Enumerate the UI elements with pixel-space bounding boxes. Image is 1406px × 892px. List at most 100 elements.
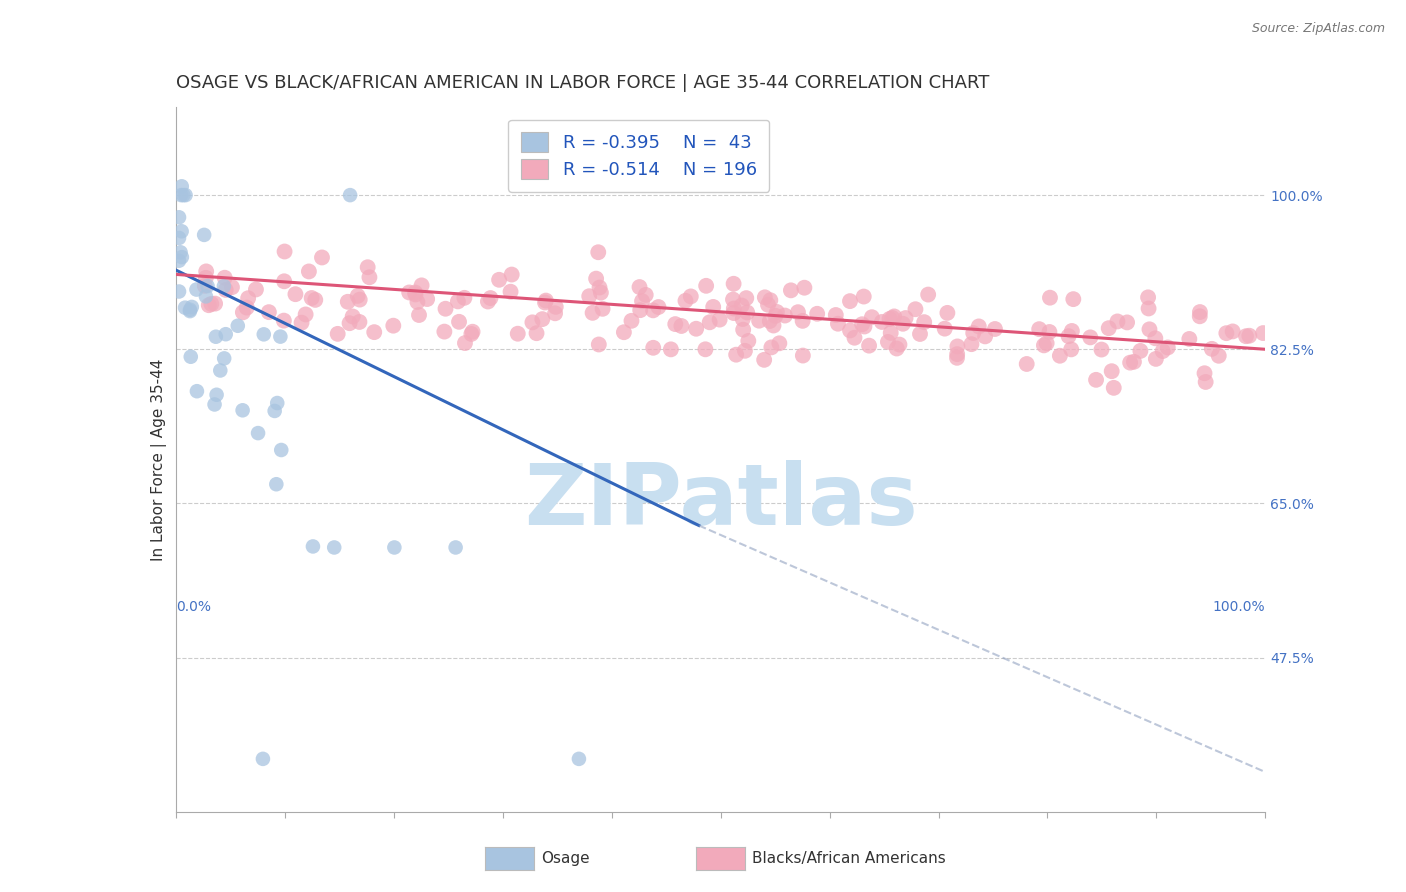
Point: [851, 317, 873, 331]
Point: [592, 301, 614, 316]
Point: [759, 314, 782, 328]
Point: [1015, 357, 1038, 371]
Point: [1032, 338, 1054, 352]
Text: ZIPatlas: ZIPatlas: [523, 460, 918, 543]
Point: [323, 541, 346, 555]
Point: [406, 295, 429, 310]
Point: [194, 270, 217, 285]
Point: [269, 329, 291, 343]
Point: [725, 348, 748, 362]
Point: [877, 334, 900, 349]
Point: [326, 326, 349, 341]
Point: [731, 299, 754, 313]
Point: [912, 315, 935, 329]
Point: [1144, 331, 1167, 345]
Point: [273, 274, 295, 288]
Point: [699, 315, 721, 329]
Point: [613, 325, 636, 339]
Point: [1129, 343, 1152, 358]
Point: [531, 312, 554, 326]
Point: [198, 298, 221, 312]
Text: Osage: Osage: [541, 852, 591, 866]
Point: [302, 540, 325, 554]
Point: [1178, 332, 1201, 346]
Point: [762, 318, 785, 333]
Point: [844, 331, 866, 345]
Legend: R = -0.395    N =  43, R = -0.514    N = 196: R = -0.395 N = 43, R = -0.514 N = 196: [509, 120, 769, 192]
Point: [221, 280, 243, 294]
Point: [695, 278, 717, 293]
Point: [294, 308, 316, 322]
Point: [852, 289, 875, 303]
Point: [204, 397, 226, 411]
Point: [588, 280, 610, 294]
Point: [1215, 326, 1237, 341]
Point: [853, 319, 876, 334]
Point: [664, 317, 686, 331]
Point: [1102, 381, 1125, 395]
Text: Blacks/African Americans: Blacks/African Americans: [752, 852, 946, 866]
Point: [479, 291, 502, 305]
Point: [1038, 325, 1060, 339]
Point: [186, 283, 208, 297]
Point: [679, 289, 702, 303]
Point: [754, 290, 776, 304]
Point: [453, 291, 475, 305]
Point: [460, 326, 482, 341]
Point: [685, 322, 707, 336]
Point: [526, 326, 548, 341]
Point: [984, 322, 1007, 336]
Point: [589, 285, 612, 300]
Point: [215, 327, 238, 342]
Point: [585, 271, 607, 285]
Point: [404, 285, 426, 300]
Point: [1116, 315, 1139, 329]
Point: [773, 309, 796, 323]
Point: [631, 294, 654, 309]
Point: [186, 384, 208, 399]
Point: [824, 308, 846, 322]
Point: [787, 305, 810, 319]
Point: [733, 323, 755, 337]
Point: [339, 316, 361, 330]
Text: OSAGE VS BLACK/AFRICAN AMERICAN IN LABOR FORCE | AGE 35-44 CORRELATION CHART: OSAGE VS BLACK/AFRICAN AMERICAN IN LABOR…: [176, 74, 990, 92]
Point: [257, 305, 280, 319]
Point: [974, 329, 997, 343]
Point: [946, 351, 969, 365]
Point: [792, 314, 814, 328]
Point: [1123, 355, 1146, 369]
Point: [180, 300, 202, 314]
Point: [382, 541, 405, 555]
Point: [253, 327, 276, 342]
Point: [200, 297, 222, 311]
Point: [212, 351, 235, 366]
Point: [839, 294, 862, 309]
Point: [734, 343, 756, 358]
Point: [880, 326, 903, 340]
Point: [336, 294, 359, 309]
Point: [960, 337, 983, 351]
Point: [793, 281, 815, 295]
Point: [284, 287, 307, 301]
Point: [214, 270, 236, 285]
Point: [628, 280, 651, 294]
Point: [936, 306, 959, 320]
Point: [889, 337, 911, 351]
Point: [1195, 375, 1218, 389]
Point: [501, 268, 523, 282]
Point: [232, 305, 254, 319]
Y-axis label: In Labor Force | Age 35-44: In Labor Force | Age 35-44: [152, 359, 167, 560]
Point: [737, 334, 759, 348]
Point: [1152, 344, 1174, 359]
Point: [647, 300, 669, 314]
Point: [170, 224, 193, 238]
Point: [398, 285, 420, 300]
Point: [433, 325, 456, 339]
Point: [447, 315, 470, 329]
Point: [534, 295, 557, 310]
Point: [477, 294, 499, 309]
Point: [709, 312, 731, 326]
Point: [695, 343, 717, 357]
Point: [349, 293, 371, 307]
Point: [499, 285, 522, 299]
